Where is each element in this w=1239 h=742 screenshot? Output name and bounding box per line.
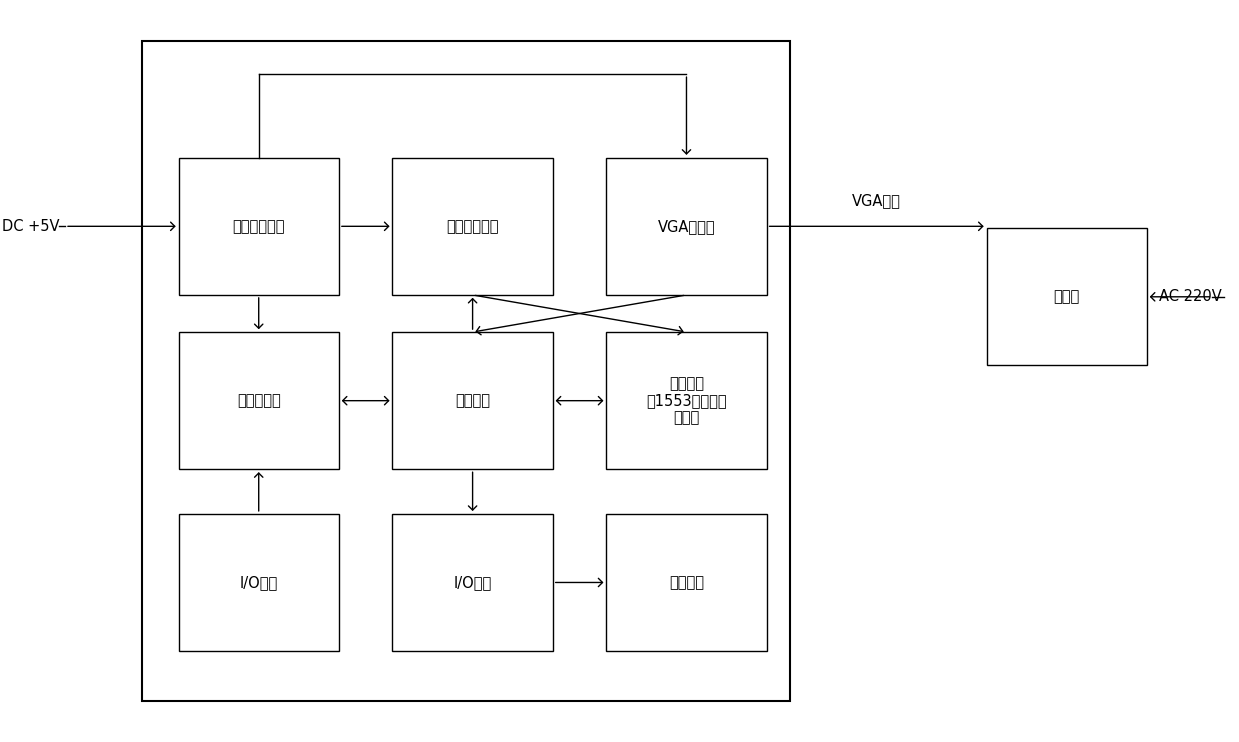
Text: 逻辑解码: 逻辑解码 [455,393,491,408]
Bar [178,514,339,651]
Bar [393,332,553,469]
Text: AC 220V: AC 220V [1158,289,1222,304]
Text: I/O输出: I/O输出 [453,575,492,590]
Text: DC +5V: DC +5V [1,219,59,234]
Text: 主控处理器: 主控处理器 [237,393,280,408]
Text: I/O输入: I/O输入 [239,575,278,590]
Bar [606,158,767,295]
Text: 一次供电模块: 一次供电模块 [233,219,285,234]
Bar [606,514,767,651]
Text: VGA线缆: VGA线缆 [852,193,901,208]
Bar [986,229,1147,366]
Text: 结果提示: 结果提示 [669,575,704,590]
Text: 二次供电模块: 二次供电模块 [446,219,499,234]
Bar [178,158,339,295]
Bar [142,41,789,701]
Bar [393,514,553,651]
Bar [606,332,767,469]
Bar [178,332,339,469]
Bar [393,158,553,295]
Text: 被测电路
（1553总线接口
电路）: 被测电路 （1553总线接口 电路） [647,375,727,426]
Text: VGA控制器: VGA控制器 [658,219,715,234]
Text: 显示器: 显示器 [1053,289,1080,304]
